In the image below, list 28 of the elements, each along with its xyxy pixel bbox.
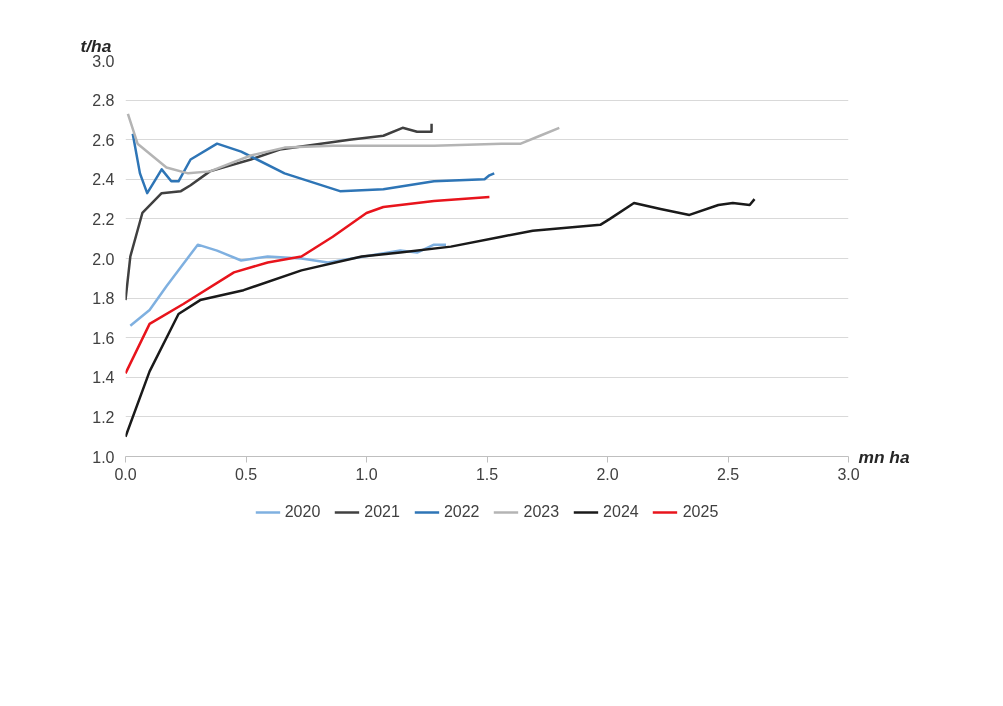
line-series <box>125 197 756 438</box>
y-tick-label: 1.0 <box>92 448 115 466</box>
y-tick-label: 2.0 <box>92 250 115 268</box>
x-axis-title: mn ha <box>858 446 910 467</box>
y-tick-label: 1.6 <box>92 329 115 347</box>
y-tick-label: 1.8 <box>92 290 115 308</box>
line-series <box>126 112 561 175</box>
legend-label: 2022 <box>443 503 480 521</box>
legend-label: 2025 <box>682 503 719 521</box>
legend-label: 2023 <box>523 503 560 521</box>
y-tick-label: 2.2 <box>92 210 115 228</box>
legend-label: 2021 <box>364 503 400 521</box>
y-tick-label: 2.6 <box>92 131 115 149</box>
y-tick-label: 1.2 <box>92 408 115 426</box>
y-tick-label: 2.4 <box>92 171 115 189</box>
x-tick-label: 2.0 <box>596 465 619 483</box>
y-tick-label: 2.8 <box>92 92 115 110</box>
y-tick-label: 1.4 <box>92 369 115 387</box>
line-series <box>131 132 496 195</box>
x-tick-label: 1.0 <box>355 465 378 483</box>
x-tick-label: 1.5 <box>475 465 499 483</box>
x-tick-label: 0.0 <box>114 465 137 483</box>
line-series <box>125 195 491 375</box>
x-tick-label: 0.5 <box>234 465 258 483</box>
x-tick-label: 3.0 <box>837 465 860 483</box>
x-tick-label: 2.5 <box>716 465 740 483</box>
legend-label: 2020 <box>284 503 321 521</box>
legend-label: 2024 <box>603 503 639 521</box>
